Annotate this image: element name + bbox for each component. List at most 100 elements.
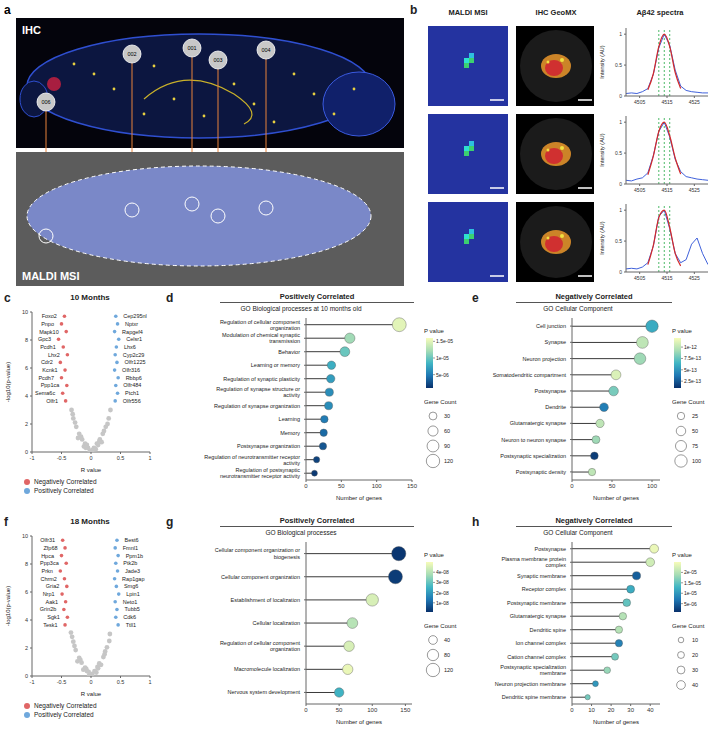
svg-text:Regulation of synapse structur: Regulation of synapse structure oractivi…: [216, 386, 300, 398]
svg-text:P value: P value: [672, 328, 693, 334]
svg-text:Aak1: Aak1: [46, 599, 59, 605]
svg-text:2: 2: [25, 421, 28, 427]
svg-text:Zfp68: Zfp68: [43, 545, 57, 551]
svg-text:1.5e-05: 1.5e-05: [684, 580, 701, 586]
svg-text:Nervous system development: Nervous system development: [228, 689, 301, 695]
svg-text:Olfr556: Olfr556: [123, 398, 141, 404]
svg-text:60: 60: [444, 428, 450, 434]
svg-text:10: 10: [22, 309, 28, 315]
svg-text:Dendrite: Dendrite: [545, 404, 566, 410]
svg-text:Jade3: Jade3: [125, 568, 140, 574]
svg-text:Regulation of synaptic plastic: Regulation of synaptic plasticity: [223, 376, 300, 382]
svg-text:Glutamatergic synapse: Glutamatergic synapse: [510, 420, 566, 426]
svg-text:Cellular component organizatio: Cellular component organization: [221, 574, 300, 580]
svg-text:P value: P value: [424, 552, 445, 558]
svg-text:Cyp2c29: Cyp2c29: [123, 352, 145, 358]
svg-text:Postsynaptic density: Postsynaptic density: [516, 469, 566, 475]
svg-text:Learning or memory: Learning or memory: [251, 362, 300, 368]
svg-text:Pcdh7: Pcdh7: [38, 375, 54, 381]
svg-text:Dendritic spine membrane: Dendritic spine membrane: [502, 694, 566, 700]
svg-text:Ppp1ca: Ppp1ca: [41, 382, 61, 388]
svg-text:Gria2: Gria2: [46, 583, 59, 589]
svg-text:004: 004: [261, 47, 270, 53]
svg-text:2e-05: 2e-05: [684, 569, 697, 575]
svg-text:1: 1: [148, 455, 151, 461]
svg-text:Prkn: Prkn: [41, 568, 52, 574]
svg-text:1: 1: [619, 207, 622, 213]
svg-text:20: 20: [608, 707, 615, 713]
svg-text:5e-06: 5e-06: [684, 601, 697, 607]
svg-text:Mapk10: Mapk10: [39, 329, 59, 335]
svg-text:1e-05: 1e-05: [684, 590, 697, 596]
svg-text:0.5: 0.5: [615, 238, 622, 244]
svg-text:0.5: 0.5: [615, 150, 622, 156]
svg-text:Cell junction: Cell junction: [536, 323, 566, 329]
svg-text:Sema6c: Sema6c: [35, 390, 55, 396]
svg-text:100: 100: [647, 483, 658, 489]
svg-text:90: 90: [444, 443, 450, 449]
svg-text:Sgk1: Sgk1: [47, 614, 60, 620]
svg-text:10: 10: [22, 533, 28, 539]
svg-text:4: 4: [25, 393, 28, 399]
svg-text:Lhx2: Lhx2: [48, 352, 60, 358]
svg-text:50: 50: [336, 707, 343, 713]
svg-text:Rbbp6: Rbbp6: [126, 375, 142, 381]
svg-text:-0.5: -0.5: [57, 455, 66, 461]
svg-text:Learning: Learning: [279, 416, 300, 422]
svg-text:2e-08: 2e-08: [436, 590, 449, 596]
svg-text:001: 001: [187, 45, 196, 51]
svg-text:Ppm1b: Ppm1b: [126, 553, 143, 559]
svg-text:30: 30: [627, 707, 634, 713]
svg-text:120: 120: [444, 667, 453, 673]
svg-text:100: 100: [692, 458, 701, 464]
svg-text:0.5: 0.5: [615, 62, 622, 68]
svg-text:IHC: IHC: [22, 24, 41, 36]
svg-text:003: 003: [213, 57, 222, 63]
svg-text:Lhx6: Lhx6: [124, 344, 136, 350]
svg-text:Cep295nl: Cep295nl: [123, 313, 147, 319]
svg-text:Neuron to neuron synapse: Neuron to neuron synapse: [501, 437, 566, 443]
svg-text:30: 30: [444, 413, 450, 419]
svg-text:Fmnl1: Fmnl1: [123, 545, 138, 551]
svg-text:4515: 4515: [661, 99, 672, 105]
svg-text:Gene Count: Gene Count: [424, 623, 457, 629]
svg-text:Kcnk1: Kcnk1: [42, 367, 57, 373]
svg-text:Postsynaptic specialization: Postsynaptic specialization: [500, 453, 566, 459]
svg-text:1: 1: [148, 679, 151, 685]
svg-text:Tubb5: Tubb5: [124, 606, 139, 612]
svg-text:Plasma membrane proteincomplex: Plasma membrane proteincomplex: [501, 556, 566, 568]
svg-text:a: a: [4, 4, 11, 17]
svg-text:Gpc3: Gpc3: [38, 336, 51, 342]
svg-text:Ptk2b: Ptk2b: [123, 560, 137, 566]
svg-text:Neuron projection: Neuron projection: [523, 356, 566, 362]
svg-text:4505: 4505: [634, 99, 645, 105]
svg-text:2: 2: [25, 645, 28, 651]
svg-text:P value: P value: [424, 328, 445, 334]
svg-text:Regulation of cellular compone: Regulation of cellular componentorganiza…: [220, 640, 301, 652]
svg-text:150: 150: [407, 483, 418, 489]
svg-text:-0.5: -0.5: [57, 679, 66, 685]
svg-text:50: 50: [609, 483, 616, 489]
svg-text:0: 0: [570, 707, 574, 713]
svg-text:Pnpo: Pnpo: [41, 321, 54, 327]
svg-text:-1: -1: [30, 679, 35, 685]
svg-text:Gene Count: Gene Count: [672, 623, 705, 629]
svg-text:Olfr316: Olfr316: [122, 367, 140, 373]
svg-text:75: 75: [692, 443, 698, 449]
svg-text:Cellular localization: Cellular localization: [253, 620, 300, 626]
svg-text:0: 0: [25, 449, 28, 455]
svg-text:006: 006: [41, 99, 50, 105]
svg-text:0: 0: [89, 679, 92, 685]
svg-text:100: 100: [372, 483, 383, 489]
svg-text:Nptxr: Nptxr: [125, 321, 138, 327]
svg-text:120: 120: [444, 458, 453, 464]
svg-text:6: 6: [25, 589, 28, 595]
svg-text:Olfr1: Olfr1: [46, 398, 58, 404]
svg-text:0.5: 0.5: [117, 455, 125, 461]
svg-text:Grin2b: Grin2b: [40, 606, 57, 612]
svg-text:0: 0: [89, 455, 92, 461]
svg-text:0: 0: [304, 483, 308, 489]
svg-text:0: 0: [619, 181, 622, 187]
svg-text:40: 40: [444, 637, 450, 643]
svg-text:1e-12: 1e-12: [684, 344, 697, 350]
